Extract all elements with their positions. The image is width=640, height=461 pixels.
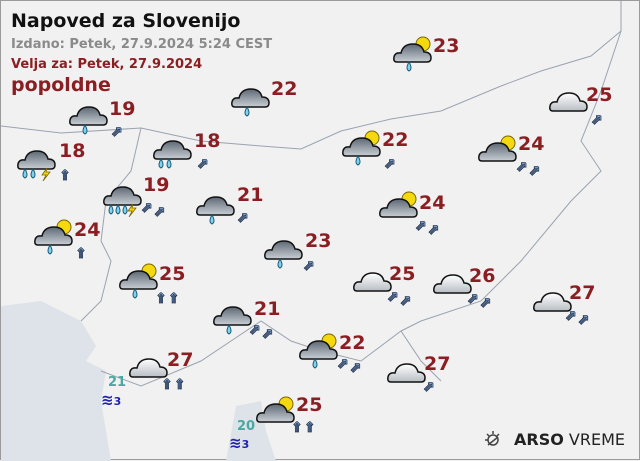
temperature-label: 26 <box>469 265 496 287</box>
temperature-label: 24 <box>419 192 446 214</box>
temperature-label: 19 <box>143 174 170 196</box>
temperature-label: 22 <box>339 332 366 354</box>
overcast-rain-icon <box>262 231 304 269</box>
wind-ne-arrow-icon: ⇗ <box>197 156 210 172</box>
wind-ne-arrow-icon: ⇗⇗ <box>467 291 493 311</box>
wind-ne-arrow-icon: ⇗⇗ <box>337 356 363 376</box>
temperature-label: 23 <box>305 230 332 252</box>
wind-ne-arrow-icon: ⇗⇗ <box>565 308 591 328</box>
issued-timestamp: Izdano: Petek, 27.9.2024 5:24 CEST <box>11 37 273 52</box>
wave-height: 3 <box>241 438 250 451</box>
overcast-rain-icon <box>194 187 236 225</box>
valid-date: Velja za: Petek, 27.9.2024 <box>11 57 203 72</box>
partly-cloudy-rain-icon <box>391 34 433 72</box>
wind-ne-arrow-icon: ⇗ <box>303 258 316 274</box>
temperature-label: 25 <box>159 263 186 285</box>
overcast-heavy-rain-thunder-icon <box>15 141 57 182</box>
wind-ne-arrow-icon: ⇗⇗ <box>415 218 441 238</box>
temperature-label: 27 <box>167 349 194 371</box>
temperature-label: 18 <box>194 130 221 152</box>
partly-cloudy-icon <box>531 283 573 319</box>
wind-ne-arrow-icon: ⇗ <box>384 156 397 172</box>
temperature-label: 25 <box>389 263 416 285</box>
temperature-label: 22 <box>382 129 409 151</box>
temperature-label: 21 <box>254 298 281 320</box>
sea-temperature: 20 <box>237 419 256 434</box>
partly-cloudy-icon <box>547 83 589 119</box>
wind-ne-arrow-icon: ⇗⇗ <box>516 159 542 179</box>
temperature-label: 23 <box>433 35 460 57</box>
waves-icon: ≋ <box>101 391 114 409</box>
forecast-period: popoldne <box>11 74 111 96</box>
temperature-label: 25 <box>586 84 613 106</box>
temperature-label: 21 <box>237 184 264 206</box>
wind-ne-arrow-icon: ⇗ <box>591 112 604 128</box>
wind-n-arrow-icon: ⇑ <box>75 246 88 262</box>
sea-station: 21 <box>108 375 126 390</box>
partly-cloudy-icon <box>385 354 427 390</box>
wind-n-arrow-icon: ⇑⇑ <box>155 291 181 307</box>
overcast-very-heavy-rain-thunder-icon <box>101 177 143 218</box>
wave-height: 3 <box>113 395 122 408</box>
temperature-label: 24 <box>74 219 101 241</box>
temperature-label: 18 <box>59 140 86 162</box>
overcast-heavy-rain-icon <box>151 131 193 169</box>
border-east <box>400 30 622 332</box>
overcast-rain-icon <box>229 79 271 117</box>
temperature-label: 24 <box>518 133 545 155</box>
wind-ne-arrow-icon: ⇗⇗ <box>141 200 167 220</box>
sea <box>1 301 111 461</box>
mostly-cloudy-icon <box>254 394 296 430</box>
waves-indicator: ≋3 <box>229 436 249 452</box>
overcast-rain-icon <box>67 97 109 135</box>
mostly-cloudy-icon <box>377 189 419 225</box>
wind-ne-arrow-icon: ⇗ <box>423 379 436 395</box>
partly-cloudy-icon <box>431 265 473 301</box>
wind-n-arrow-icon: ⇑ <box>59 168 72 184</box>
wind-n-arrow-icon: ⇑⇑ <box>161 377 187 393</box>
sun-cloud-logo-icon <box>484 431 500 446</box>
partly-cloudy-icon <box>127 349 169 385</box>
page-title: Napoved za Slovenijo <box>11 10 241 32</box>
partly-cloudy-icon <box>351 263 393 299</box>
border-north <box>1 1 622 150</box>
partly-cloudy-rain-icon <box>297 331 339 369</box>
border-west <box>80 127 142 322</box>
border-south <box>100 320 442 387</box>
partly-cloudy-rain-icon <box>32 217 74 255</box>
partly-cloudy-rain-icon <box>340 128 382 166</box>
temperature-label: 25 <box>296 394 323 416</box>
logo-brand: ARSO <box>513 429 564 449</box>
waves-icon: ≋ <box>229 434 242 452</box>
temperature-label: 27 <box>569 282 596 304</box>
wind-ne-arrow-icon: ⇗⇗ <box>387 289 413 309</box>
wind-ne-arrow-icon: ⇗⇗ <box>249 322 275 342</box>
sea-temperature: 21 <box>108 375 127 390</box>
overcast-rain-icon <box>211 297 253 335</box>
temperature-label: 27 <box>424 353 451 375</box>
waves-indicator: ≋3 <box>101 393 121 409</box>
arso-logo[interactable]: ARSO VREME <box>482 429 625 449</box>
partly-cloudy-rain-icon <box>117 261 159 299</box>
temperature-label: 19 <box>109 98 136 120</box>
wind-ne-arrow-icon: ⇗ <box>111 124 124 140</box>
wind-n-arrow-icon: ⇑⇑ <box>291 420 317 436</box>
wind-ne-arrow-icon: ⇗ <box>237 210 250 226</box>
sea-station: 20 <box>237 419 255 434</box>
temperature-label: 22 <box>271 78 298 100</box>
logo-product: VREME <box>568 429 625 449</box>
mostly-cloudy-icon <box>476 133 518 169</box>
